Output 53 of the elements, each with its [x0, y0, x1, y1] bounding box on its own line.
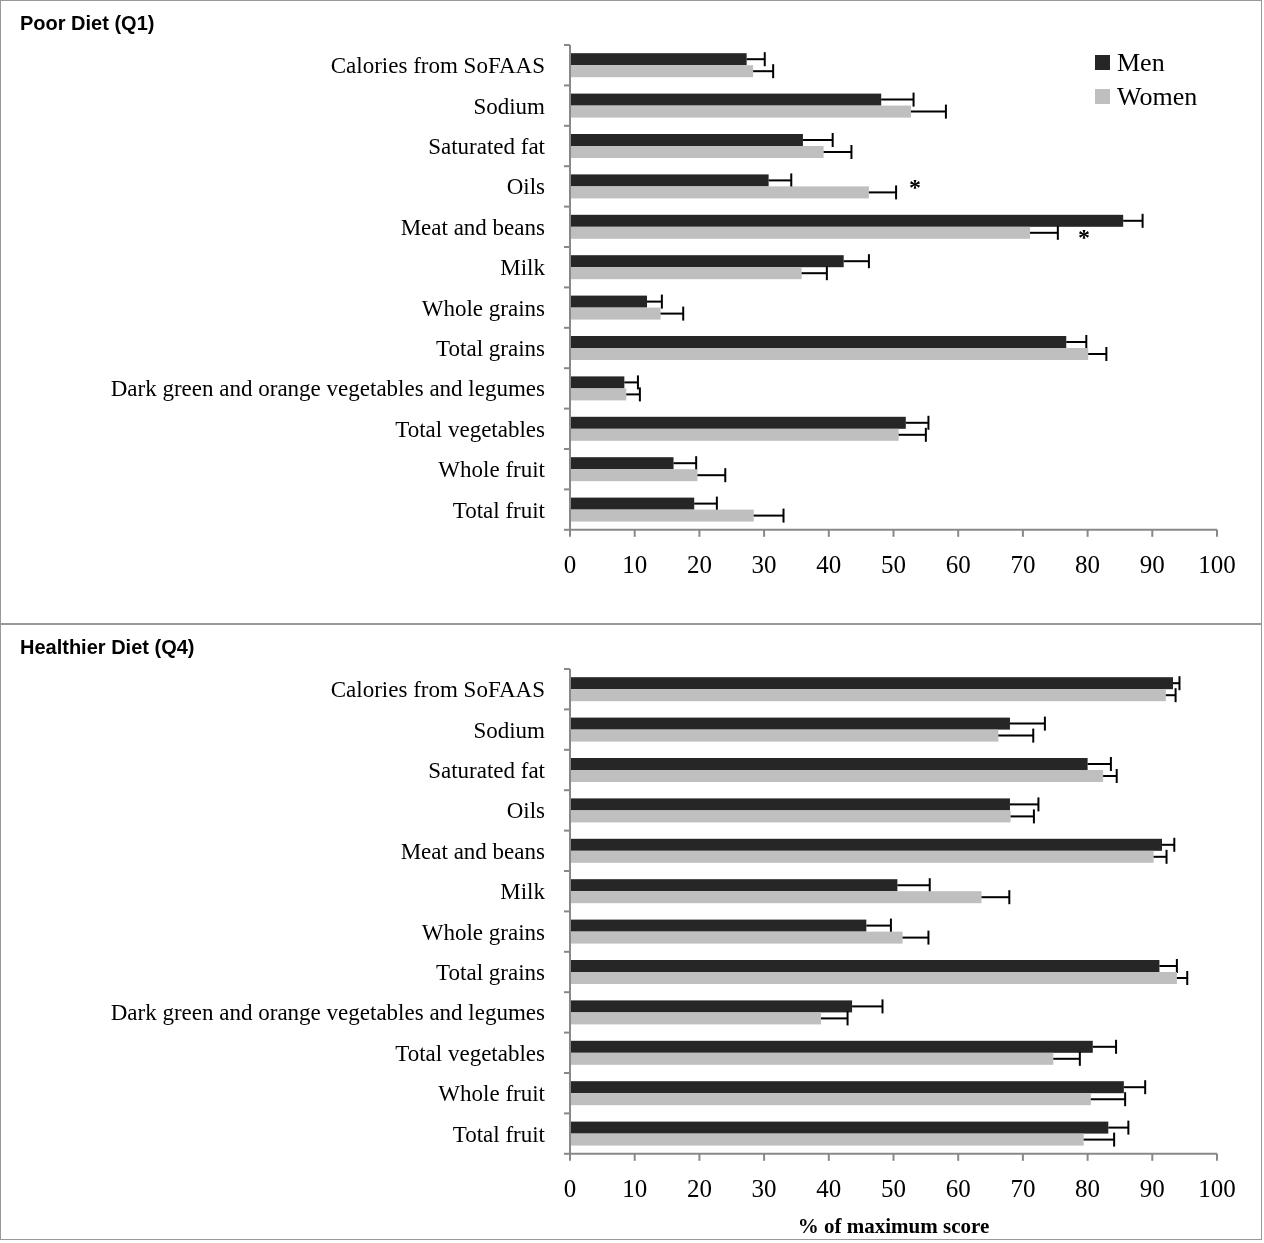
x-tick-label: 30 — [751, 1174, 777, 1202]
y-tick-label: Saturated fat — [428, 758, 546, 783]
y-tick-label: Oils — [506, 174, 546, 200]
y-tick-label: Total vegetables — [395, 416, 546, 442]
text: Healthier Diet (Q4) — [20, 636, 195, 658]
x-tick-label: 60 — [945, 550, 971, 578]
x-tick-label: 10 — [622, 550, 648, 578]
x-tick-label: 90 — [1139, 1174, 1165, 1202]
x-axis-title: % of maximum score — [797, 1213, 990, 1238]
x-tick-label: 0 — [563, 1174, 577, 1202]
y-tick-label: Dark green and orange vegetables and legumes — [110, 1000, 546, 1026]
x-tick-label: 80 — [1075, 550, 1101, 578]
y-tick-label: Meat and beans — [400, 214, 546, 240]
x-tick-label: 50 — [881, 1174, 906, 1202]
y-tick-label: Dark green and orange vegetables and legumes — [110, 376, 546, 402]
annotation: * — [1078, 224, 1090, 250]
y-tick-label: Milk — [500, 255, 546, 281]
x-tick-label: 60 — [945, 1174, 971, 1202]
x-tick-label: 70 — [1010, 1174, 1036, 1202]
annotation: * — [909, 174, 921, 200]
y-tick-label: Oils — [506, 798, 546, 824]
x-tick-label: 90 — [1139, 550, 1165, 578]
y-tick-label: Sodium — [473, 717, 546, 743]
text: Poor Diet (Q1) — [20, 12, 155, 34]
x-tick-label: 20 — [686, 1174, 712, 1202]
y-tick-label: Whole fruit — [438, 1081, 546, 1107]
x-tick-label: 70 — [1010, 550, 1036, 578]
x-tick-label: 30 — [751, 550, 777, 578]
y-tick-label: Saturated fat — [428, 134, 546, 159]
y-tick-label: Whole grains — [421, 919, 546, 945]
y-tick-label: Total grains — [436, 960, 546, 985]
x-tick-label: 100 — [1198, 1174, 1236, 1202]
x-tick-label: 0 — [563, 550, 577, 578]
y-tick-label: Total fruit — [452, 1121, 546, 1147]
y-tick-label: Sodium — [473, 93, 546, 119]
y-tick-label: Whole grains — [421, 295, 546, 321]
x-tick-label: 80 — [1075, 1174, 1101, 1202]
legend-label: Men — [1117, 48, 1165, 77]
x-tick-label: 40 — [816, 550, 842, 578]
y-tick-label: Meat and beans — [400, 838, 546, 864]
y-tick-label: Total fruit — [452, 497, 546, 523]
y-tick-label: Total vegetables — [395, 1040, 546, 1066]
x-tick-label: 40 — [816, 1174, 842, 1202]
y-tick-label: Milk — [500, 879, 546, 905]
y-tick-label: Calories from SoFAAS — [330, 53, 545, 79]
x-tick-label: 50 — [881, 550, 906, 578]
y-tick-label: Whole fruit — [438, 457, 546, 483]
x-tick-label: 10 — [622, 1174, 648, 1202]
y-tick-label: Calories from SoFAAS — [330, 677, 545, 703]
x-tick-label: 100 — [1198, 550, 1236, 578]
y-tick-label: Total grains — [436, 336, 546, 361]
legend-label: Women — [1117, 82, 1198, 111]
x-tick-label: 20 — [686, 550, 712, 578]
